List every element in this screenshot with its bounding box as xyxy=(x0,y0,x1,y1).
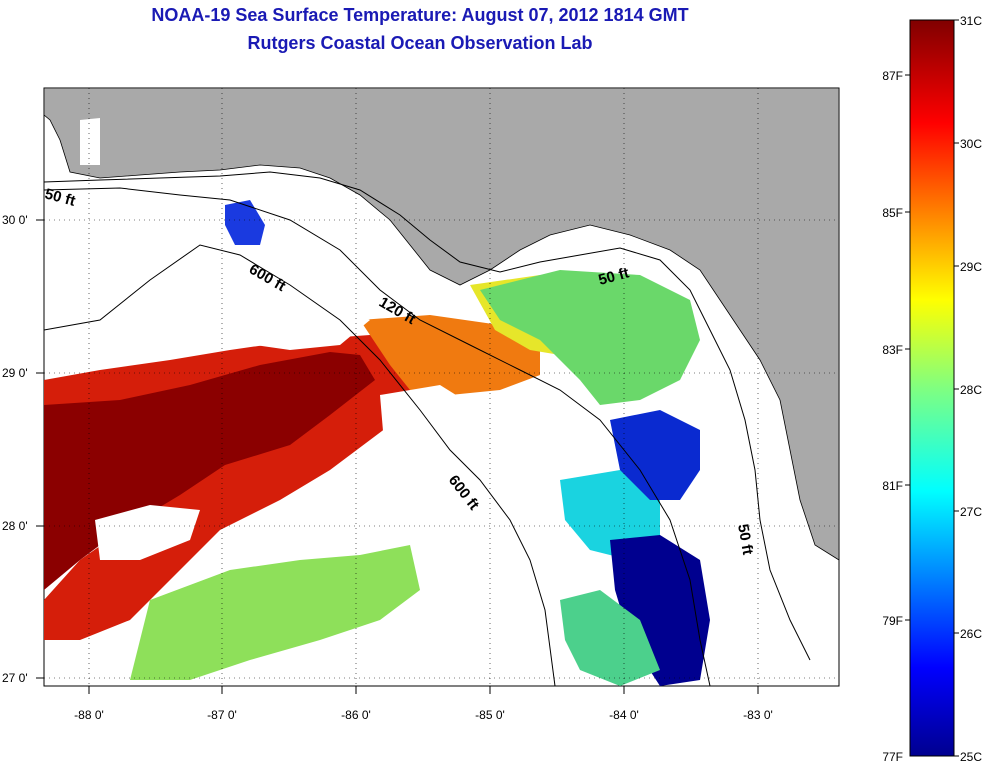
lon-label: -83 0' xyxy=(743,708,773,722)
temperature-colorbar xyxy=(909,19,955,757)
map-subtitle: Rutgers Coastal Ocean Observation Lab xyxy=(247,33,593,53)
colorbar-fahrenheit-label: 83F xyxy=(882,343,903,357)
colorbar-celsius-label: 27C xyxy=(960,505,982,519)
land-florida-coast xyxy=(44,88,839,561)
sst-darkblue-patch xyxy=(610,535,710,686)
colorbar-ticks xyxy=(905,19,959,757)
sst-green-patch-east xyxy=(480,270,700,405)
colorbar-fahrenheit-label: 79F xyxy=(882,614,903,628)
sst-red-patch xyxy=(44,335,440,640)
lat-label: 29 0' xyxy=(2,366,28,380)
colorbar-celsius-label: 25C xyxy=(960,750,982,764)
lon-label: -86 0' xyxy=(341,708,371,722)
isobath-120ft-contour xyxy=(44,187,711,686)
lon-label: -87 0' xyxy=(207,708,237,722)
lon-label: -84 0' xyxy=(609,708,639,722)
colorbar-fahrenheit-label: 85F xyxy=(882,206,903,220)
depth-label-50ft-east: 50 ft xyxy=(734,523,756,556)
lon-label: -88 0' xyxy=(74,708,104,722)
lat-label: 30 0' xyxy=(2,213,28,227)
sst-orange-patch xyxy=(360,315,540,395)
sst-blue-patch xyxy=(610,410,700,500)
isobath-50ft-contour xyxy=(44,171,811,661)
colorbar-celsius-label: 31C xyxy=(960,14,982,28)
colorbar-fahrenheit-label: 87F xyxy=(882,69,903,83)
land-cape-san-blas-pocket xyxy=(80,118,100,165)
sst-green-patch-sw xyxy=(560,590,660,686)
sst-blue-patch-north xyxy=(225,200,265,245)
lat-label: 28 0' xyxy=(2,519,28,533)
sst-hot-patch-west xyxy=(44,350,380,590)
lon-label: -85 0' xyxy=(475,708,505,722)
axis-ticks xyxy=(36,219,759,694)
lat-label: 27 0' xyxy=(2,671,28,685)
sst-green-patch-south xyxy=(130,545,420,680)
colorbar-celsius-label: 28C xyxy=(960,383,982,397)
colorbar-fahrenheit-label: 81F xyxy=(882,479,903,493)
colorbar-celsius-label: 26C xyxy=(960,627,982,641)
colorbar-celsius-label: 30C xyxy=(960,137,982,151)
cloud-gap xyxy=(250,300,370,350)
map-title: NOAA-19 Sea Surface Temperature: August … xyxy=(151,5,689,25)
colorbar-celsius-label: 29C xyxy=(960,260,982,274)
cloud-gap xyxy=(380,385,480,480)
cloud-gap xyxy=(95,505,200,560)
colorbar-fahrenheit-label: 77F xyxy=(882,750,903,764)
isobath-600ft-contour xyxy=(44,244,556,686)
